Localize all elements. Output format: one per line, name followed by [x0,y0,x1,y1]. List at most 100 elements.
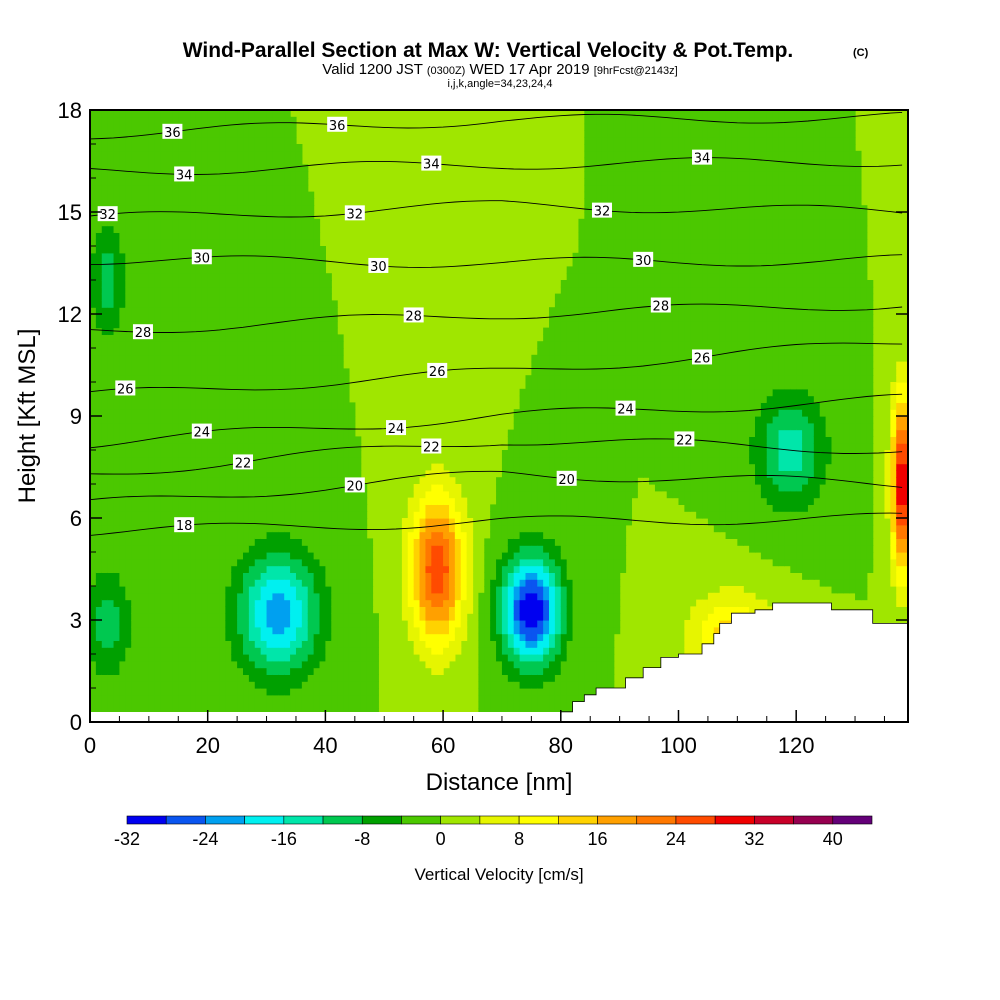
velocity-cell [272,130,279,138]
velocity-cell [301,429,309,437]
velocity-cell [107,341,115,349]
velocity-cell [148,497,156,505]
velocity-cell [313,497,321,505]
velocity-cell [95,327,103,335]
velocity-cell [331,545,338,553]
velocity-cell [290,701,297,709]
velocity-cell [237,484,244,492]
velocity-cell [348,586,356,594]
velocity-cell [119,307,126,315]
velocity-cell [543,701,550,709]
velocity-cell [113,640,121,648]
velocity-cell [348,511,356,519]
velocity-cell [160,626,168,635]
velocity-cell [284,497,291,505]
velocity-cell [107,484,115,492]
velocity-cell [172,191,179,199]
velocity-cell [301,300,309,308]
velocity-cell [525,477,532,485]
velocity-cell [319,565,326,573]
velocity-cell [166,212,173,220]
velocity-cell [90,436,97,444]
velocity-cell [243,613,250,621]
velocity-cell [531,681,538,689]
velocity-cell [425,490,432,499]
velocity-cell [454,484,462,492]
velocity-cell [125,280,132,288]
velocity-cell [401,565,409,573]
velocity-cell [172,654,179,662]
velocity-cell [142,368,150,376]
velocity-cell [519,688,527,696]
velocity-cell [272,191,279,199]
velocity-cell [278,579,285,587]
velocity-cell [142,545,150,553]
velocity-cell [119,579,126,587]
velocity-cell [154,633,162,641]
velocity-cell [525,463,532,471]
velocity-cell [101,348,109,356]
velocity-cell [207,490,215,499]
velocity-cell [172,416,179,424]
velocity-cell [319,654,326,662]
velocity-cell [95,409,103,417]
velocity-cell [225,477,232,485]
velocity-cell [343,538,350,546]
velocity-cell [490,586,497,594]
velocity-cell [160,647,168,655]
velocity-cell [237,348,244,356]
velocity-cell [460,531,468,539]
velocity-cell [295,225,303,233]
velocity-cell [101,382,109,390]
velocity-cell [425,660,432,669]
velocity-cell [119,334,126,342]
velocity-cell [266,490,274,499]
velocity-cell [537,402,544,410]
velocity-cell [95,218,103,227]
velocity-cell [184,144,191,152]
velocity-cell [272,647,279,655]
velocity-cell [366,620,374,628]
velocity-cell [243,572,250,580]
velocity-cell [507,463,515,471]
velocity-cell [425,654,432,662]
velocity-cell [331,674,338,682]
velocity-cell [243,144,250,152]
velocity-cell [231,545,238,553]
velocity-cell [166,688,173,696]
velocity-cell [354,531,362,539]
velocity-cell [496,511,503,519]
velocity-cell [295,320,303,329]
velocity-cell [272,314,279,322]
velocity-cell [266,402,274,410]
velocity-cell [248,694,256,703]
velocity-cell [413,640,421,648]
velocity-cell [148,286,156,295]
velocity-cell [90,443,97,451]
velocity-cell [343,504,350,512]
velocity-cell [172,626,179,635]
velocity-cell [284,110,291,118]
velocity-cell [266,456,274,465]
velocity-cell [237,252,244,261]
velocity-cell [543,708,550,712]
velocity-cell [313,273,321,281]
velocity-cell [225,252,232,261]
velocity-cell [549,640,556,648]
velocity-cell [119,116,126,125]
velocity-cell [272,246,279,254]
velocity-cell [278,375,285,383]
velocity-cell [348,497,356,505]
velocity-cell [254,572,262,580]
velocity-cell [331,300,338,308]
velocity-cell [278,225,285,233]
velocity-cell [237,599,244,607]
velocity-cell [107,130,115,138]
velocity-cell [178,538,185,546]
velocity-cell [319,266,326,274]
velocity-cell [248,620,256,628]
velocity-cell [284,599,291,607]
velocity-cell [254,164,262,172]
velocity-cell [313,280,321,288]
velocity-cell [443,477,450,485]
